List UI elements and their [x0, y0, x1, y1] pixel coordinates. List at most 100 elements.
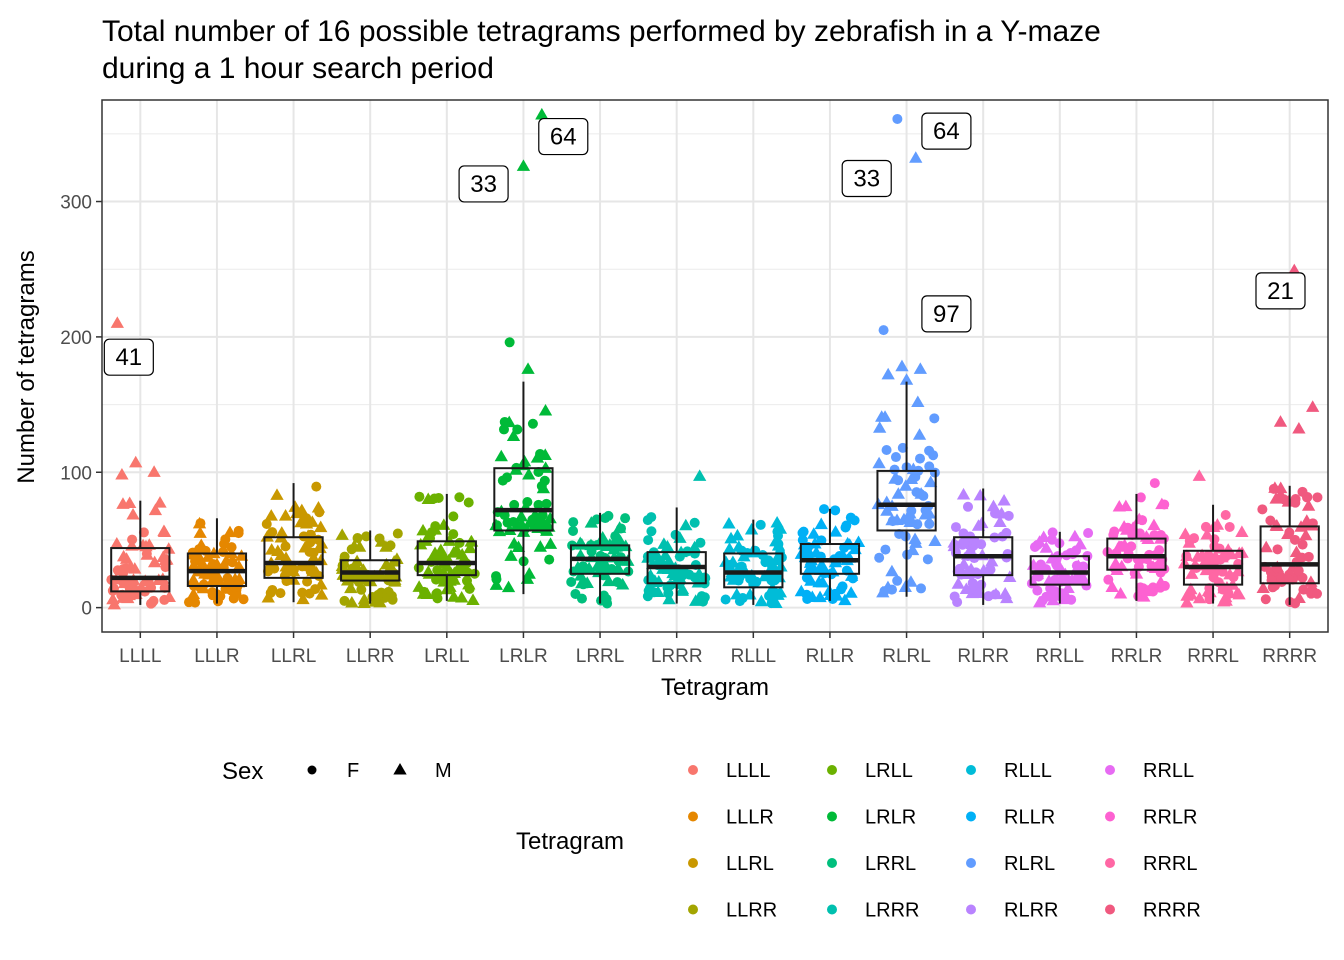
data-point [971, 586, 985, 598]
data-point [434, 543, 448, 556]
data-point [798, 526, 809, 537]
data-point [897, 442, 908, 453]
outlier-point [504, 337, 515, 348]
points-lrlr [489, 403, 558, 593]
y-tick-label: 0 [81, 599, 92, 620]
data-point [873, 421, 887, 433]
legend-tetragram-item: RLRL [966, 853, 1055, 875]
legend-key-circle [307, 765, 317, 775]
data-point [302, 576, 313, 587]
data-point [537, 510, 548, 521]
box-iqr [110, 547, 171, 593]
data-point [1265, 515, 1276, 526]
box-iqr [416, 540, 477, 577]
data-point [352, 540, 367, 552]
data-point [527, 418, 538, 429]
legend-sex-label: F [347, 760, 359, 782]
data-point [374, 535, 389, 547]
data-point [305, 515, 319, 527]
data-point [1083, 528, 1094, 539]
data-point [311, 500, 326, 513]
data-point [646, 526, 657, 537]
legend-key-circle [688, 904, 698, 915]
data-point [357, 592, 371, 605]
data-point [522, 497, 533, 508]
data-point [1150, 558, 1165, 571]
outlier-point [895, 359, 909, 372]
annotation-label: 21 [1255, 272, 1306, 310]
legend-tetragram-label: LLRL [726, 853, 774, 875]
legend-tetragram-label: RRRR [1143, 900, 1201, 922]
data-point [392, 528, 403, 539]
data-point [890, 513, 904, 526]
data-point [881, 445, 892, 456]
data-point [754, 594, 769, 607]
points-rlrl [871, 395, 942, 598]
data-point [501, 580, 516, 593]
box-iqr [263, 536, 324, 579]
annotation-box [921, 112, 972, 150]
data-point [128, 562, 142, 574]
data-point [903, 511, 917, 523]
annotation-box [1255, 272, 1306, 310]
data-point [504, 549, 518, 561]
data-point [724, 531, 738, 544]
data-point [507, 537, 521, 549]
data-point [815, 558, 829, 570]
data-point [612, 577, 623, 588]
box-rlrl [876, 381, 937, 597]
annotation-label: 64 [538, 117, 589, 156]
data-point [952, 566, 963, 577]
legend-sex-item: M [393, 760, 452, 782]
data-point [689, 517, 700, 528]
legend-key-circle [827, 811, 837, 822]
points-lrll [412, 491, 480, 605]
legend-tetragram: Tetragram LLLL LLLR LLRL LLRR LRLL LRLR LRRL LR… [516, 760, 1201, 922]
data-point [1224, 521, 1235, 532]
outlier-point [129, 455, 143, 468]
legend-tetragram-item: LRLR [827, 807, 916, 829]
data-point [837, 581, 848, 592]
data-point [1003, 570, 1017, 582]
data-point [311, 481, 322, 492]
data-point [1052, 560, 1063, 571]
data-point [691, 575, 705, 588]
data-point [463, 497, 474, 508]
data-point [288, 500, 302, 512]
data-point [315, 588, 329, 600]
data-point [420, 587, 434, 599]
legend-sex-label: M [435, 760, 452, 782]
data-point [118, 577, 129, 588]
outlier-point [899, 373, 914, 385]
data-point [1069, 571, 1083, 583]
annotation-label: 64 [921, 112, 972, 150]
data-point [695, 537, 706, 548]
data-point [1192, 591, 1207, 604]
data-point [533, 467, 544, 478]
x-tick-label: LRRL [576, 646, 625, 667]
box-rlll [723, 519, 784, 605]
legend-tetragram-label: RRLR [1143, 807, 1197, 829]
annotation-text: 97 [933, 301, 960, 328]
legend-key-circle [688, 765, 698, 775]
annotations: 41 33 64 33 64 97 21 [103, 112, 1306, 376]
outlier-point [881, 367, 895, 380]
data-point [840, 522, 851, 533]
data-point [544, 554, 555, 565]
y-tick-label: 300 [60, 193, 92, 214]
data-point [275, 588, 286, 599]
legend-tetragram-label: LRLR [865, 807, 916, 829]
data-point [769, 575, 780, 586]
data-point [522, 467, 536, 480]
box-lrrr [646, 507, 707, 604]
data-point [159, 594, 170, 605]
data-point [1147, 518, 1161, 531]
data-point [157, 524, 171, 537]
legend-key-circle [688, 858, 698, 868]
data-point [314, 520, 328, 533]
x-tick-label: LLLR [194, 646, 239, 667]
annotation-box [103, 338, 154, 376]
data-point [288, 564, 299, 575]
legend-tetragram-title: Tetragram [516, 828, 624, 855]
data-point [924, 461, 935, 472]
